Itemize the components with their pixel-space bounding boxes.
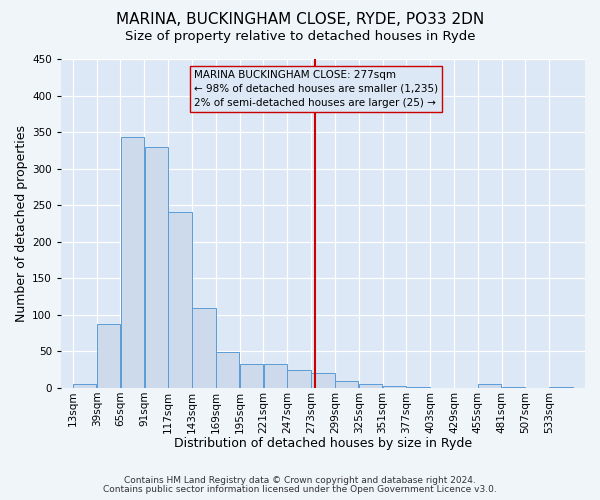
Bar <box>550 387 573 388</box>
Bar <box>216 352 239 388</box>
Bar <box>145 146 168 388</box>
Bar <box>407 387 430 388</box>
Bar <box>502 387 525 388</box>
Bar <box>97 324 120 388</box>
Bar <box>73 384 97 388</box>
Bar <box>359 384 382 388</box>
Bar <box>263 364 287 388</box>
Text: Size of property relative to detached houses in Ryde: Size of property relative to detached ho… <box>125 30 475 43</box>
Text: MARINA, BUCKINGHAM CLOSE, RYDE, PO33 2DN: MARINA, BUCKINGHAM CLOSE, RYDE, PO33 2DN <box>116 12 484 28</box>
Bar <box>311 372 335 388</box>
Y-axis label: Number of detached properties: Number of detached properties <box>15 125 28 322</box>
Text: Contains public sector information licensed under the Open Government Licence v3: Contains public sector information licen… <box>103 485 497 494</box>
Bar <box>240 364 263 388</box>
X-axis label: Distribution of detached houses by size in Ryde: Distribution of detached houses by size … <box>174 437 472 450</box>
Text: MARINA BUCKINGHAM CLOSE: 277sqm
← 98% of detached houses are smaller (1,235)
2% : MARINA BUCKINGHAM CLOSE: 277sqm ← 98% of… <box>194 70 438 108</box>
Bar <box>121 137 144 388</box>
Bar <box>478 384 502 388</box>
Bar <box>287 370 311 388</box>
Bar <box>192 308 215 388</box>
Bar <box>335 380 358 388</box>
Text: Contains HM Land Registry data © Crown copyright and database right 2024.: Contains HM Land Registry data © Crown c… <box>124 476 476 485</box>
Bar <box>383 386 406 388</box>
Bar <box>169 212 192 388</box>
